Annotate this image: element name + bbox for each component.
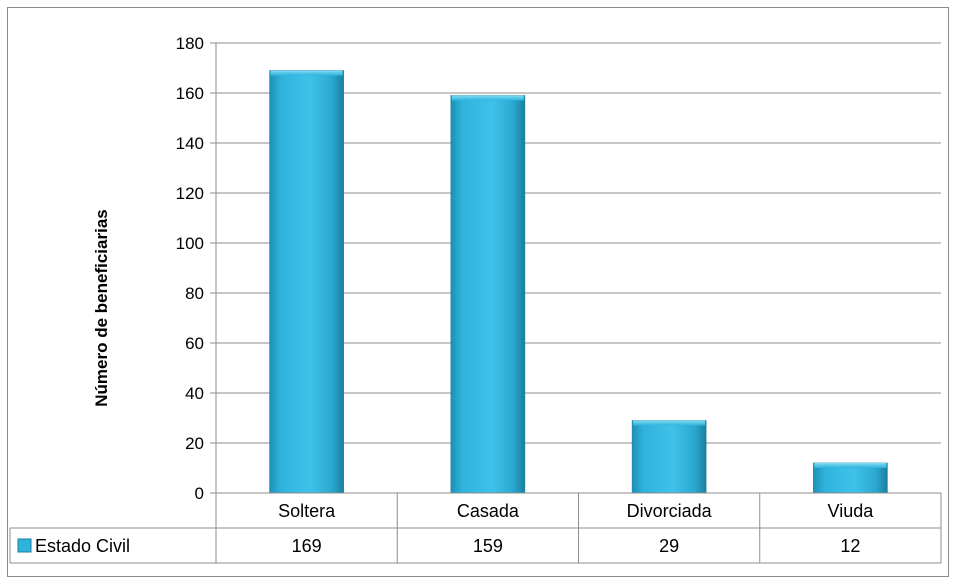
bar — [269, 70, 344, 494]
chart-frame: 0 20 40 60 80 100 120 140 160 180 Soltera 169 Casad… — [7, 7, 949, 577]
y-tick-label: 100 — [176, 234, 204, 253]
x-tick-label: Viuda — [828, 501, 875, 521]
x-tick-label: Divorciada — [627, 501, 713, 521]
y-tick-label: 0 — [195, 484, 204, 503]
legend-key-icon — [17, 538, 32, 553]
bar — [631, 420, 707, 494]
bar — [450, 95, 526, 494]
data-label: 169 — [292, 536, 322, 556]
bar-cap — [451, 95, 524, 101]
y-tick-label: 40 — [185, 384, 204, 403]
y-tick-label: 180 — [176, 34, 204, 53]
bar-divorciada — [631, 420, 707, 494]
bar-soltera — [269, 70, 344, 494]
data-table: Soltera 169 Casada 159 Divorciada 29 Viuda 12 Es… — [9, 492, 942, 564]
data-label: 29 — [659, 536, 679, 556]
x-tick-label: Soltera — [278, 501, 336, 521]
bars — [269, 70, 888, 494]
bar-cap — [270, 70, 343, 76]
y-axis-ticks: 0 20 40 60 80 100 120 140 160 180 — [176, 34, 204, 503]
y-tick-label: 160 — [176, 84, 204, 103]
y-tick-label: 120 — [176, 184, 204, 203]
bar-chart: 0 20 40 60 80 100 120 140 160 180 Soltera 169 Casad… — [9, 34, 942, 564]
y-tick-label: 60 — [185, 334, 204, 353]
legend-series-name: Estado Civil — [35, 536, 130, 556]
x-tick-label: Casada — [457, 501, 520, 521]
y-tick-label: 20 — [185, 434, 204, 453]
y-axis-label: Número de beneficiarias — [92, 209, 111, 406]
bar-cap — [633, 420, 706, 426]
bar-cap — [814, 463, 887, 468]
bar-casada — [450, 95, 526, 494]
data-label: 159 — [473, 536, 503, 556]
y-tick-label: 80 — [185, 284, 204, 303]
data-label: 12 — [840, 536, 860, 556]
y-tick-label: 140 — [176, 134, 204, 153]
bar-viuda — [813, 462, 888, 494]
